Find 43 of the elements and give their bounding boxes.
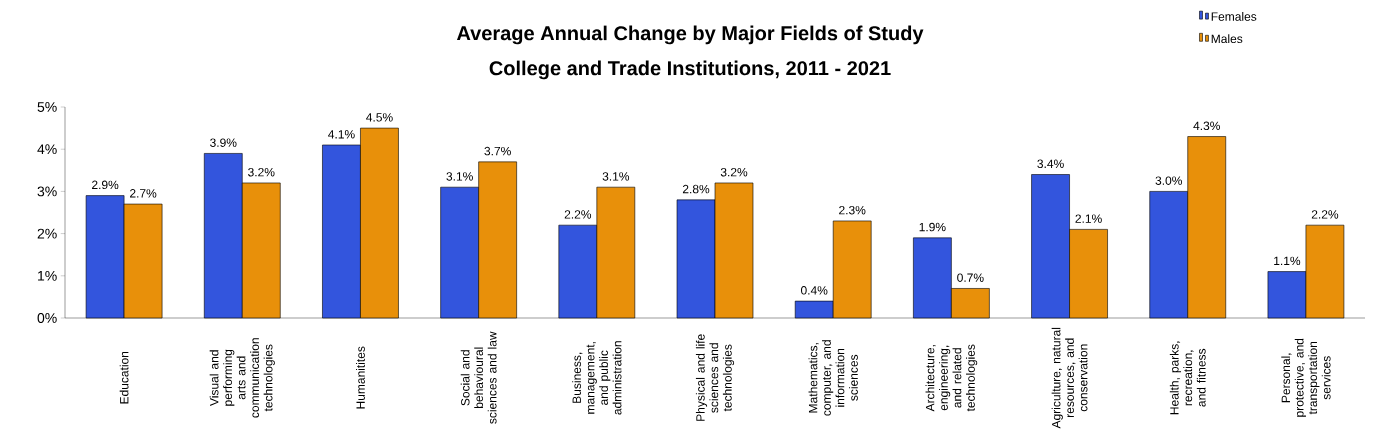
x-tick-label: Architecture, engineering, and related technologies	[925, 344, 978, 412]
y-tick-label: 2%	[37, 228, 57, 239]
data-label: 2.2%	[564, 210, 592, 219]
x-tick-label: Agriculture, natural resources, and conservation	[1051, 327, 1088, 429]
legend-label: Males	[1211, 34, 1243, 44]
y-tick-label: 4%	[37, 144, 57, 155]
data-label: 2.2%	[1311, 210, 1339, 219]
y-tick-label: 1%	[38, 270, 57, 281]
data-label: 3.1%	[446, 172, 473, 181]
data-label: 3.1%	[602, 172, 630, 181]
chart-title: Average Annual Change by Major Fields of Study	[456, 25, 924, 45]
data-label: 0.4%	[800, 286, 828, 295]
data-label: 2.8%	[682, 184, 710, 194]
legend-label: Females	[1211, 12, 1257, 21]
data-label: 2.9%	[92, 180, 119, 190]
data-label: 3.7%	[484, 146, 511, 156]
data-label: 4.5%	[366, 113, 393, 122]
chart-subtitle: College and Trade Institutions, 2011 - 2021	[489, 60, 891, 80]
data-label: 1.1%	[1274, 256, 1301, 266]
data-label: 4.1%	[328, 130, 355, 139]
x-tick-label: Business, management, and public administration	[572, 341, 622, 415]
y-tick-label: 3%	[37, 186, 57, 197]
data-label: 2.1%	[1075, 214, 1102, 223]
x-tick-label: Social and behavioural sciences and law	[460, 331, 497, 424]
data-label: 3.0%	[1155, 176, 1182, 185]
x-tick-label: Humanitites	[356, 346, 365, 409]
x-tick-label: Visual and performing arts and communication technologies	[209, 338, 275, 418]
data-label: 2.7%	[130, 189, 157, 198]
data-label: 1.9%	[919, 222, 946, 232]
x-tick-label: Personal, protective, and transportation services	[1281, 338, 1331, 417]
data-label: 0.7%	[957, 273, 984, 282]
x-tick-label: Health, parks, recreation, and fitness	[1169, 341, 1206, 415]
x-tick-label: Physical and life sciences and technologies	[695, 334, 735, 421]
x-tick-label: Mathematics, computer, and information sciences	[808, 340, 858, 416]
data-label: 3.2%	[720, 167, 748, 177]
data-label: 2.3%	[839, 205, 866, 215]
y-tick-label: 5%	[37, 102, 57, 112]
data-label: 4.3%	[1193, 121, 1220, 131]
x-tick-label: Education	[119, 351, 129, 404]
data-label: 3.2%	[248, 167, 275, 177]
y-tick-label: 0%	[37, 313, 57, 323]
data-label: 3.9%	[210, 138, 237, 147]
data-label: 3.4%	[1037, 159, 1064, 169]
